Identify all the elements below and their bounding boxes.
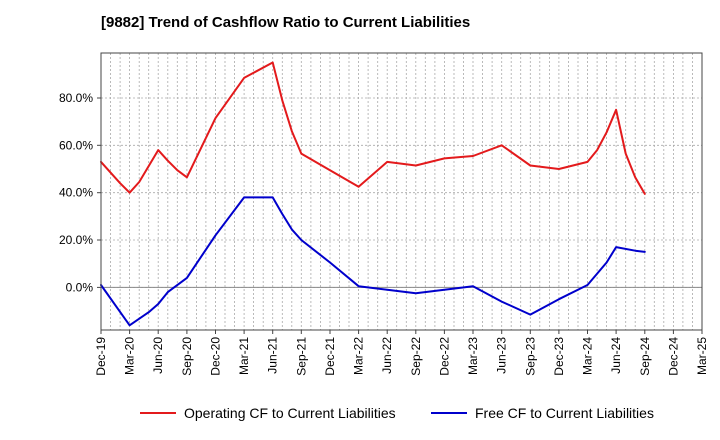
x-tick-label: Sep-23 [523,337,537,376]
plot-frame [100,52,703,331]
x-tick-label: Jun-20 [151,337,165,374]
x-tick-label: Dec-21 [323,337,337,376]
x-tick-label: Mar-22 [352,337,366,375]
legend-label-operating-cf: Operating CF to Current Liabilities [184,405,396,421]
x-tick-label: Dec-22 [437,337,451,376]
series-line-operating-cf [100,61,646,195]
x-tick-label: Sep-22 [409,337,423,376]
x-tick-label: Dec-23 [552,337,566,376]
y-axis-ticks: 0.0% 20.0% 40.0% 60.0% 80.0% [59,91,101,294]
chart-title: [9882] Trend of Cashflow Ratio to Curren… [101,14,471,31]
y-tick-label: 60.0% [59,138,93,152]
x-tick-label: Dec-20 [209,337,223,376]
x-tick-label: Sep-20 [180,337,194,376]
x-tick-label: Jun-21 [266,337,280,374]
x-tick-label: Jun-22 [380,337,394,374]
x-tick-label: Sep-24 [638,337,652,376]
x-axis-ticks: Dec-19 Mar-20 Jun-20 Sep-20 Dec-20 Mar-21 Jun-… [94,330,709,376]
x-tick-label: Jun-24 [609,337,623,374]
x-tick-label: Mar-20 [123,337,137,375]
y-tick-label: 20.0% [59,233,93,247]
legend-item-free-cf: Free CF to Current Liabilities [431,405,654,421]
x-tick-label: Dec-19 [94,337,108,376]
x-tick-label: Sep-21 [294,337,308,376]
legend: Operating CF to Current Liabilities Free… [0,405,720,427]
legend-item-operating-cf: Operating CF to Current Liabilities [140,405,396,421]
x-tick-label: Mar-23 [466,337,480,375]
x-tick-label: Mar-24 [581,337,595,375]
grid-lines [100,53,703,330]
legend-label-free-cf: Free CF to Current Liabilities [475,405,654,421]
x-tick-label: Dec-24 [666,337,680,376]
legend-swatch-operating-cf [140,412,176,414]
x-tick-label: Mar-25 [695,337,709,375]
series-line-free-cf [100,196,646,327]
legend-swatch-free-cf [431,412,467,414]
series-lines [100,61,646,327]
y-tick-label: 0.0% [66,280,94,294]
y-tick-label: 40.0% [59,186,93,200]
y-tick-label: 80.0% [59,91,93,105]
x-tick-label: Mar-21 [237,337,251,375]
x-tick-label: Jun-23 [495,337,509,374]
